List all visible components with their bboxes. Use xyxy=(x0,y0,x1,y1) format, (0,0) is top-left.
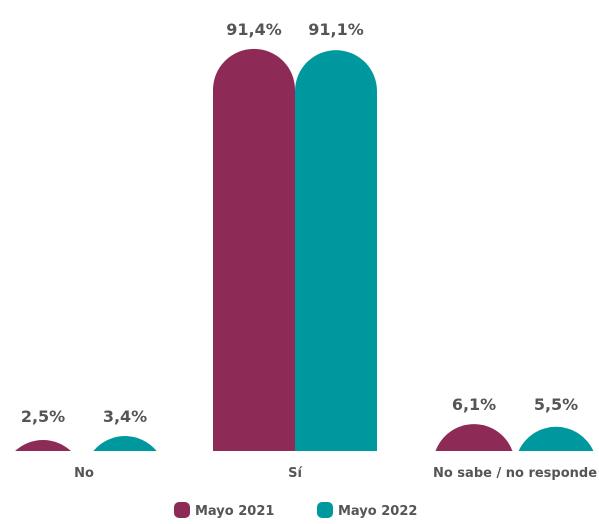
category-label-no-sabe-no-responde: No sabe / no responde xyxy=(433,466,597,481)
bar-mayo-2021-no xyxy=(15,440,71,451)
legend-swatch-mayo-2021 xyxy=(174,502,190,518)
bars-group xyxy=(15,48,594,451)
legend-label-mayo-2021: Mayo 2021 xyxy=(195,504,274,519)
bar-mayo-2022-no-sabe-no-responde xyxy=(518,426,594,451)
value-label-mayo-2022-si: 91,1% xyxy=(308,20,364,39)
value-label-mayo-2022-no-sabe-no-responde: 5,5% xyxy=(534,395,578,414)
legend-swatch-mayo-2022 xyxy=(317,502,333,518)
category-label-si: Sí xyxy=(288,466,303,481)
bar-mayo-2021-no-sabe-no-responde xyxy=(435,424,513,451)
bar-mayo-2022-si xyxy=(295,50,377,451)
value-label-mayo-2021-si: 91,4% xyxy=(226,20,282,39)
bar-mayo-2022-no xyxy=(93,436,157,451)
category-label-no: No xyxy=(74,466,94,481)
value-label-mayo-2021-no-sabe-no-responde: 6,1% xyxy=(452,395,496,414)
value-labels-group: 2,5% 3,4% 91,4% 91,1% 6,1% 5,5% xyxy=(21,20,578,426)
legend: Mayo 2021 Mayo 2022 xyxy=(174,502,417,519)
category-labels-group: No Sí No sabe / no responde xyxy=(74,466,597,481)
value-label-mayo-2021-no: 2,5% xyxy=(21,407,65,426)
legend-label-mayo-2022: Mayo 2022 xyxy=(338,504,417,519)
bar-mayo-2021-si xyxy=(213,48,295,451)
value-label-mayo-2022-no: 3,4% xyxy=(103,407,147,426)
